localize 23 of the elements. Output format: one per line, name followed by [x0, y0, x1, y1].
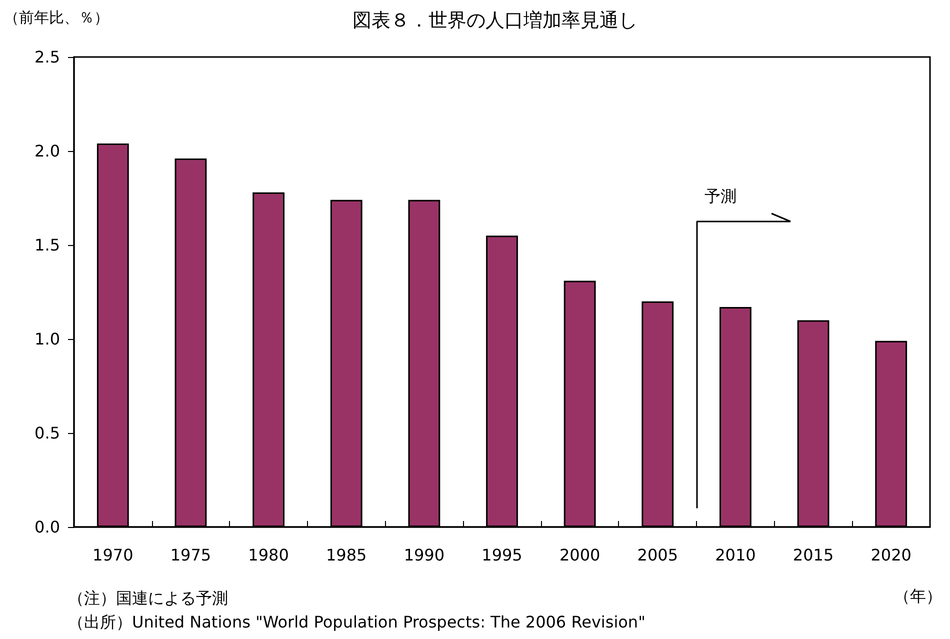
y-tick-label: 2.5 [34, 48, 60, 66]
y-axis-title: （前年比、％） [4, 8, 109, 26]
ref-line-label: 予測 [704, 186, 737, 206]
x-tick-label: 1980 [248, 546, 289, 564]
x-tick-label: 1970 [92, 546, 134, 564]
y-tick-label: 0.0 [34, 518, 60, 536]
x-tick-label: 2005 [637, 546, 678, 564]
x-tick-label: 2000 [559, 546, 600, 564]
x-tick-label: 1975 [170, 546, 212, 564]
chart-title: 図表８．世界の人口増加率見通し [352, 10, 638, 32]
text: （出所）United Nations "World Population Prospects: The 2006 Revision" [68, 612, 646, 632]
y-tick-label: 1.5 [34, 236, 60, 254]
y-tick-label: 1.0 [34, 330, 60, 348]
x-tick-label: 1995 [482, 546, 522, 564]
y-tick-label: 0.5 [34, 424, 60, 442]
x-tick-label: 2020 [870, 546, 912, 564]
x-tick-label: 2015 [792, 546, 834, 564]
x-axis-title: （年） [894, 586, 942, 606]
y-tick-label: 2.0 [34, 142, 60, 160]
x-tick-label: 2010 [715, 546, 756, 564]
x-tick-label: 1990 [404, 546, 445, 564]
x-tick-label: 1985 [326, 546, 367, 564]
text: （注）国連による予測 [68, 588, 228, 608]
